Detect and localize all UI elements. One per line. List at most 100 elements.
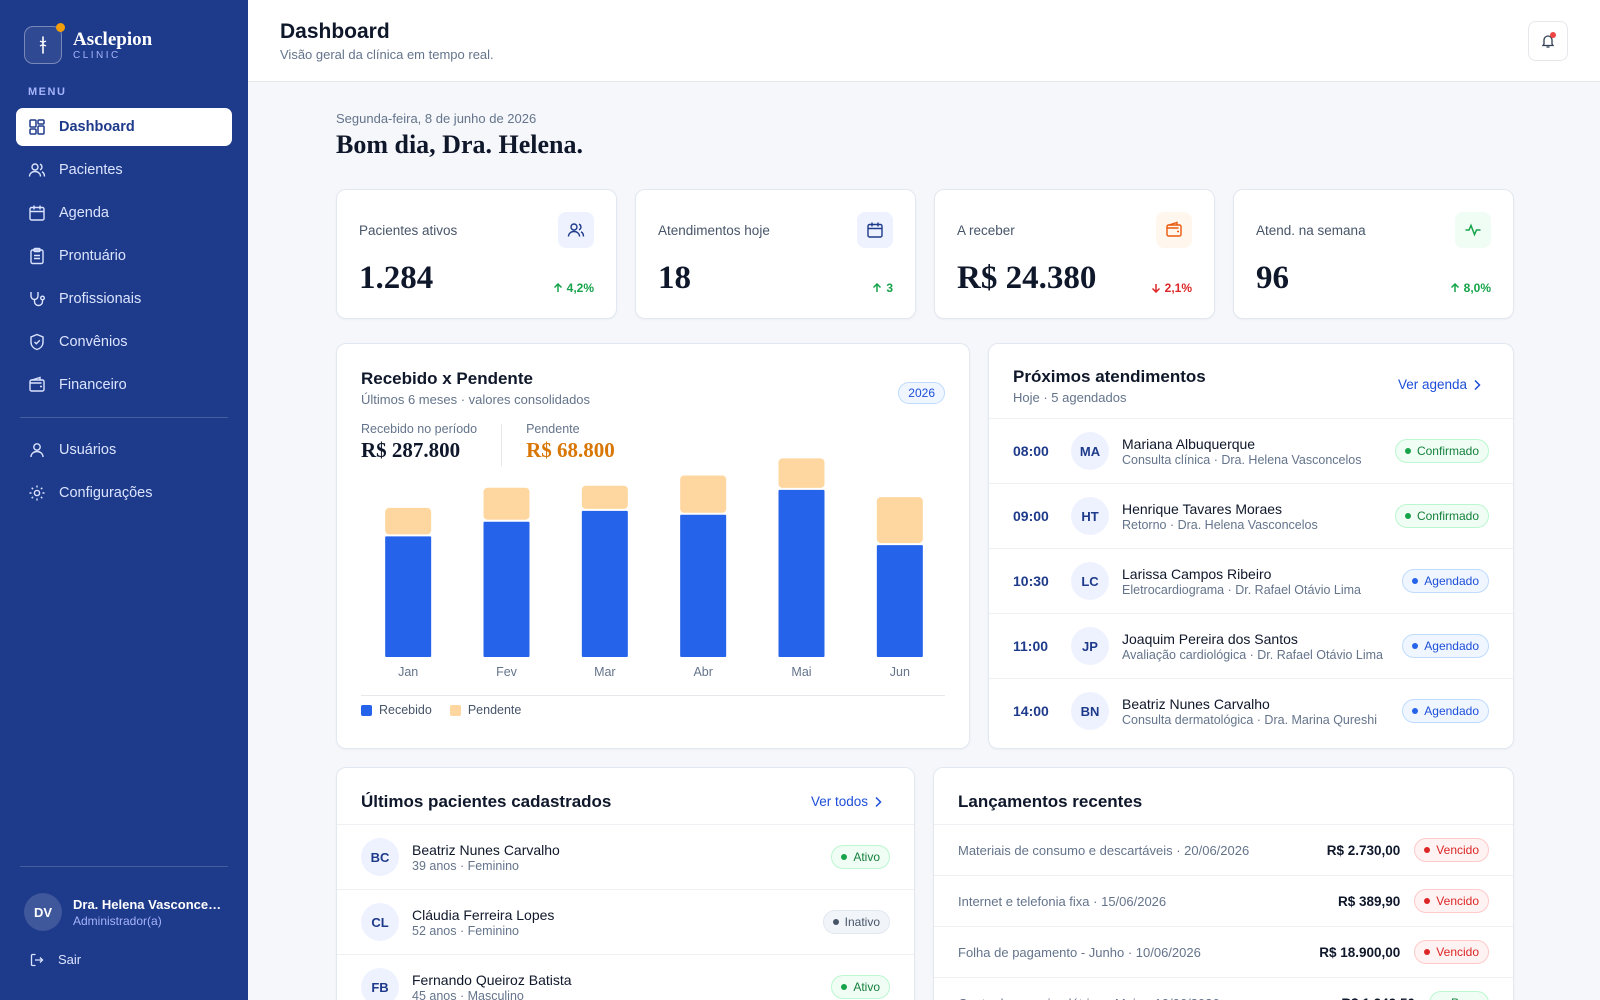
legend-label: Pendente: [467, 703, 522, 717]
users-icon: [28, 161, 46, 179]
patient-name: Mariana Albuquerque: [1122, 435, 1256, 452]
kpi-label: Atendimentos hoje: [658, 223, 770, 238]
brand[interactable]: Asclepion CLINIC: [24, 23, 152, 64]
x-tick-label: Jun: [890, 665, 910, 679]
transactions-title: Lançamentos recentes: [958, 792, 1143, 811]
appointment-row[interactable]: 09:00 HT Henrique Tavares Moraes Retorno · …: [989, 483, 1513, 548]
transaction-row[interactable]: Materiais de consumo e descartáveis · 20…: [934, 824, 1513, 875]
status-label: Confirmado: [1416, 444, 1479, 458]
logout-button[interactable]: Sair: [30, 952, 81, 967]
sidebar-item-label: Prontuário: [59, 248, 126, 264]
kpi-delta-value: 2,1%: [1164, 281, 1192, 295]
appointment-time: 10:30: [1013, 573, 1049, 589]
caduceus-icon: [24, 23, 65, 64]
sidebar-divider: [20, 417, 228, 418]
transaction-amount: R$ 18.900,00: [1319, 944, 1401, 960]
sidebar-item-profissionais[interactable]: Profissionais: [16, 280, 232, 318]
status-label: Inativo: [844, 915, 880, 929]
notifications-button[interactable]: [1528, 21, 1568, 61]
sidebar-item-dashboard[interactable]: Dashboard: [16, 108, 232, 146]
x-tick-label: Abr: [693, 665, 712, 679]
users-icon: [558, 212, 594, 248]
year-badge[interactable]: 2026: [898, 382, 945, 404]
activity-icon: [1455, 212, 1491, 248]
patient-row[interactable]: BC Beatriz Nunes Carvalho 39 anos · Femini…: [337, 824, 914, 889]
transaction-amount: R$ 389,90: [1337, 893, 1401, 909]
view-all-patients-link[interactable]: Ver todos: [811, 794, 882, 809]
status-dot: [832, 919, 839, 925]
bar-pendente-mar[interactable]: [581, 485, 628, 509]
sidebar-item-label: Financeiro: [59, 377, 127, 393]
view-agenda-link[interactable]: Ver agenda: [1398, 377, 1481, 392]
sidebar-item-label: Dashboard: [59, 119, 135, 135]
avatar: CL: [361, 903, 399, 941]
kpi-card-pacientes[interactable]: Pacientes ativos 1.284 4,2%: [336, 189, 617, 319]
bar-pendente-jun[interactable]: [876, 497, 923, 544]
bar-recebido-jun[interactable]: [876, 545, 923, 657]
sidebar-item-usuarios[interactable]: Usuários: [16, 431, 232, 469]
sidebar-item-label: Configurações: [59, 485, 153, 501]
appointment-detail: Eletrocardiograma · Dr. Rafael Otávio Li…: [1122, 582, 1361, 597]
bar-pendente-fev[interactable]: [483, 487, 530, 520]
patient-row[interactable]: CL Cláudia Ferreira Lopes 52 anos · Femini…: [337, 889, 914, 954]
page-subtitle: Visão geral da clínica em tempo real.: [280, 47, 494, 62]
brand-subtitle: CLINIC: [73, 49, 121, 61]
kpi-card-a-receber[interactable]: A receber R$ 24.380 2,1%: [934, 189, 1215, 319]
kpi-delta: 8,0%: [1450, 281, 1491, 295]
status-label: Agendado: [1424, 639, 1479, 653]
appointment-row[interactable]: 10:30 LC Larissa Campos Ribeiro Eletrocardi…: [989, 548, 1513, 613]
status-badge: Vencido: [1414, 838, 1489, 862]
arrow-down-icon: [1151, 283, 1165, 293]
status-badge: Vencido: [1414, 940, 1489, 964]
status-dot: [1424, 949, 1431, 955]
sidebar-item-configuracoes[interactable]: Configurações: [16, 474, 232, 512]
status-badge: Agendado: [1402, 634, 1489, 658]
chart-subtitle: Últimos 6 meses · valores consolidados: [361, 392, 591, 407]
kpi-delta-value: 4,2%: [566, 281, 594, 295]
transaction-row[interactable]: Folha de pagamento - Junho · 10/06/2026 R…: [934, 926, 1513, 977]
appointment-row[interactable]: 08:00 MA Mariana Albuquerque Consulta clíni…: [989, 418, 1513, 483]
kpi-delta: 3: [872, 281, 893, 295]
patient-name: Beatriz Nunes Carvalho: [412, 841, 560, 858]
appointment-row[interactable]: 11:00 JP Joaquim Pereira dos Santos Avaliaç…: [989, 613, 1513, 678]
sidebar-item-financeiro[interactable]: Financeiro: [16, 366, 232, 404]
sidebar-item-pacientes[interactable]: Pacientes: [16, 151, 232, 189]
chart-divider: [361, 695, 945, 696]
status-badge: Pago: [1428, 991, 1489, 1000]
bar-pendente-mai[interactable]: [778, 458, 825, 488]
bar-pendente-abr[interactable]: [680, 475, 727, 513]
transaction-description: Folha de pagamento - Junho · 10/06/2026: [958, 944, 1201, 960]
status-dot: [1412, 578, 1419, 584]
bar-recebido-mai[interactable]: [778, 489, 825, 657]
transaction-row[interactable]: Internet e telefonia fixa · 15/06/2026 R$…: [934, 875, 1513, 926]
sidebar-item-agenda[interactable]: Agenda: [16, 194, 232, 232]
bar-recebido-fev[interactable]: [483, 521, 530, 657]
status-badge: Inativo: [822, 910, 890, 934]
patients-title: Últimos pacientes cadastrados: [361, 792, 612, 811]
kpi-card-atendimentos-hoje[interactable]: Atendimentos hoje 18 3: [635, 189, 916, 319]
bar-recebido-abr[interactable]: [680, 514, 727, 657]
patient-row[interactable]: FB Fernando Queiroz Batista 45 anos · Masc…: [337, 954, 914, 1000]
user-profile[interactable]: DV Dra. Helena Vasconcelos Administrador…: [24, 893, 223, 931]
kpi-card-atend-semana[interactable]: Atend. na semana 96 8,0%: [1233, 189, 1514, 319]
avatar: DV: [24, 893, 62, 931]
x-tick-label: Jan: [398, 665, 418, 679]
page-title: Dashboard: [280, 20, 390, 43]
transaction-row[interactable]: Conta de energia elétrica - Maio · 10/06…: [934, 977, 1513, 1000]
wallet-icon: [1156, 212, 1192, 248]
sidebar-item-convenios[interactable]: Convênios: [16, 323, 232, 361]
appointment-row[interactable]: 14:00 BN Beatriz Nunes Carvalho Consulta de…: [989, 678, 1513, 743]
bar-recebido-jan[interactable]: [385, 536, 432, 657]
patient-name: Larissa Campos Ribeiro: [1122, 565, 1272, 582]
received-label: Recebido no período: [361, 422, 478, 436]
arrow-up-icon: [1450, 283, 1464, 293]
status-badge: Confirmado: [1394, 504, 1489, 528]
kpi-delta: 2,1%: [1151, 281, 1192, 295]
summary-divider: [501, 424, 503, 466]
sidebar-item-label: Convênios: [59, 334, 128, 350]
bar-recebido-mar[interactable]: [581, 510, 628, 657]
sidebar-item-prontuario[interactable]: Prontuário: [16, 237, 232, 275]
user-role: Administrador(a): [73, 913, 162, 928]
status-label: Vencido: [1436, 945, 1479, 959]
bar-pendente-jan[interactable]: [385, 507, 432, 535]
